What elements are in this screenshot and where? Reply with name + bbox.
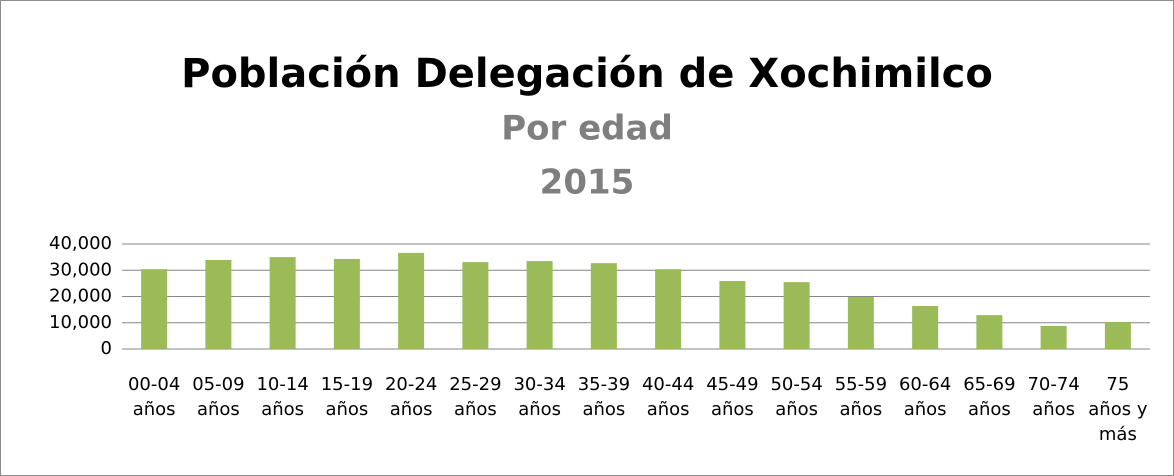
bar	[783, 282, 810, 349]
y-tick-label: 30,000	[49, 259, 112, 280]
x-tick-label: 20-24 años	[384, 374, 438, 420]
x-tick-label: 75 años y más	[1088, 374, 1148, 445]
y-tick-label: 40,000	[49, 233, 112, 254]
bar	[847, 297, 874, 349]
bar	[269, 257, 296, 349]
bar	[655, 269, 682, 349]
chart-subtitle: 2015	[540, 163, 635, 203]
x-tick-label: 50-54 años	[770, 374, 823, 420]
x-tick-label: 45-49 años	[706, 374, 759, 420]
chart-subtitle: Por edad	[501, 109, 673, 149]
x-tick-label: 15-19 años	[320, 374, 374, 420]
x-tick-label: 40-44 años	[641, 374, 695, 420]
x-tick-label: 05-09 años	[192, 374, 245, 420]
x-tick-label: 65-69 años	[963, 374, 1016, 420]
x-tick-label: 60-64 años	[898, 374, 952, 420]
bar	[976, 315, 1003, 349]
x-tick-label: 70-74 años	[1027, 374, 1080, 420]
bar	[141, 269, 168, 349]
x-tick-label: 00-04 años	[127, 374, 181, 420]
y-tick-label: 0	[101, 338, 112, 359]
y-tick-label: 10,000	[49, 312, 112, 333]
bar	[1104, 321, 1131, 349]
bar	[205, 260, 232, 349]
bar	[398, 252, 425, 349]
x-tick-label: 30-34 años	[513, 374, 566, 420]
bar	[526, 261, 553, 349]
bar	[590, 263, 617, 349]
bar	[912, 305, 939, 349]
bar	[462, 262, 489, 349]
chart-title: Población Delegación de Xochimilco	[181, 51, 993, 97]
x-tick-label: 55-59 años	[834, 374, 888, 420]
bar	[719, 281, 746, 349]
y-tick-label: 20,000	[49, 286, 112, 307]
bar	[333, 258, 360, 349]
bar	[1040, 325, 1067, 349]
x-tick-label: 10-14 años	[256, 374, 309, 420]
x-tick-label: 25-29 años	[449, 374, 502, 420]
x-tick-label: 35-39 años	[577, 374, 631, 420]
